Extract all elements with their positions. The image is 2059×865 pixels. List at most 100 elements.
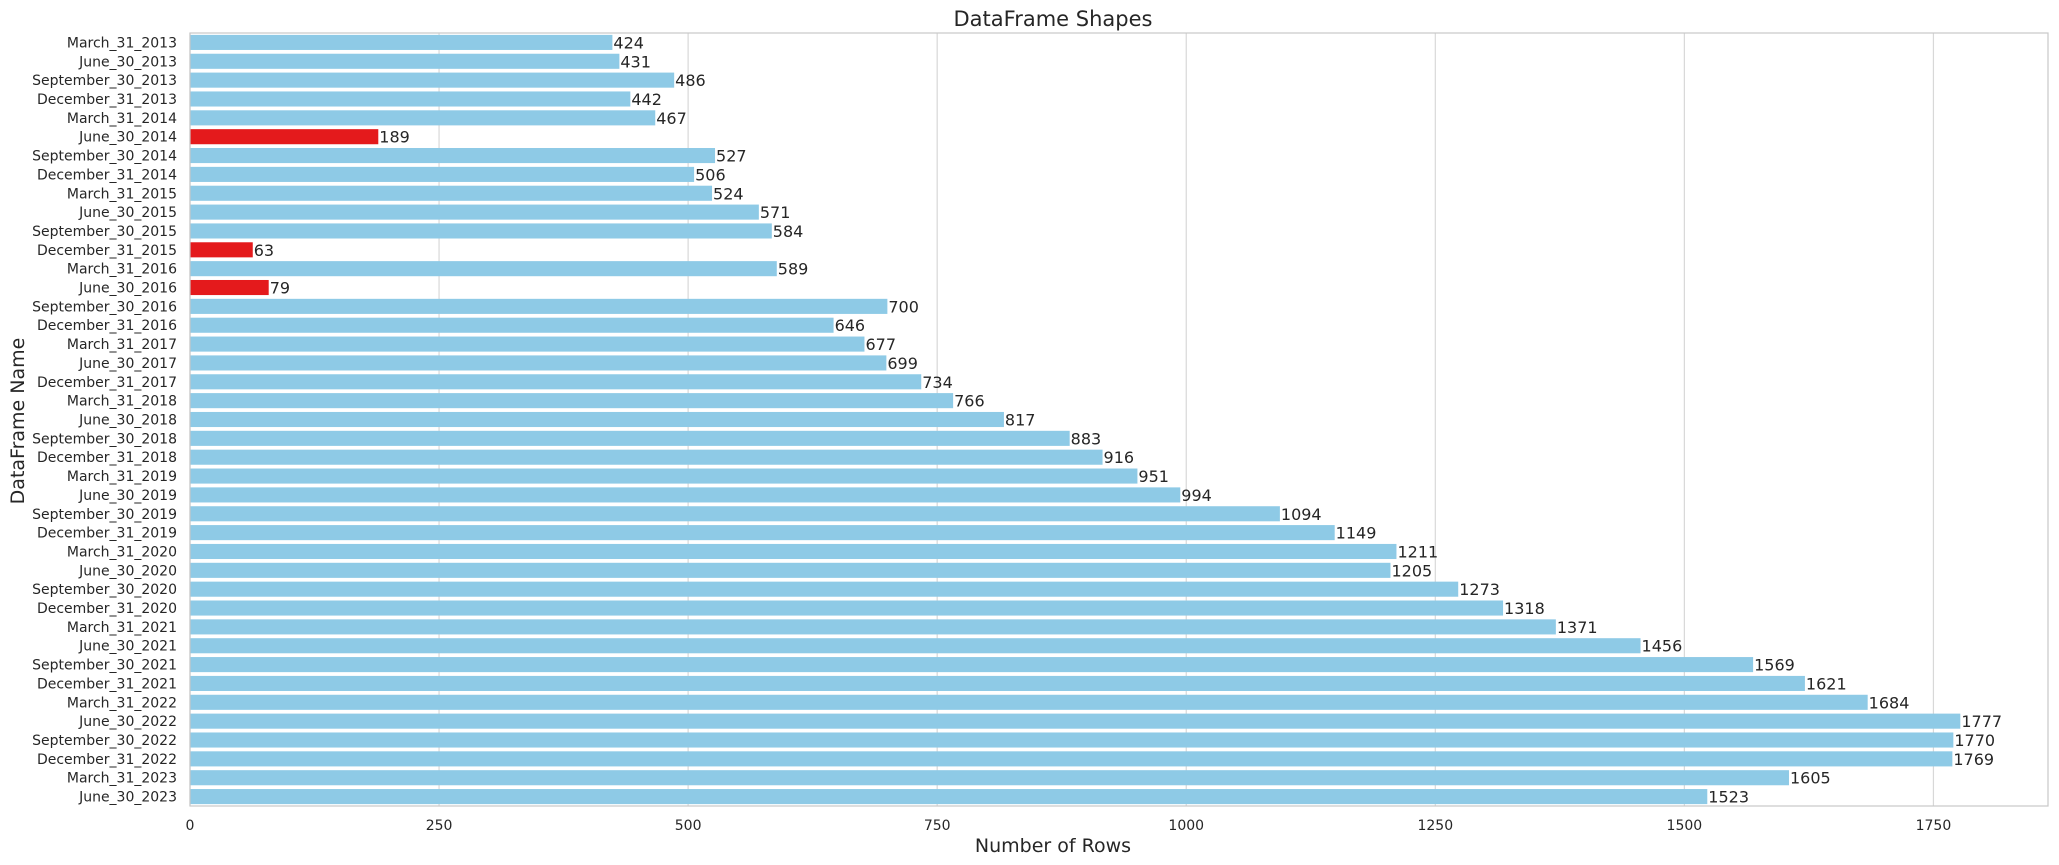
bar <box>190 53 620 69</box>
bar <box>190 411 1004 428</box>
bar <box>190 600 1504 616</box>
bar-value-label: 1569 <box>1754 656 1795 675</box>
y-tick-label: June_30_2017 <box>78 356 177 372</box>
bar <box>190 468 1138 484</box>
y-tick-label: March_31_2018 <box>67 394 177 410</box>
bar <box>190 393 954 409</box>
bar <box>190 789 1708 805</box>
y-tick-label: March_31_2016 <box>67 262 177 278</box>
bar <box>190 204 759 220</box>
plot-frame <box>189 32 2049 807</box>
bar-value-label: 431 <box>620 52 651 71</box>
bar-value-label: 1371 <box>1557 618 1598 637</box>
bar <box>190 581 1459 597</box>
bar <box>190 223 772 239</box>
bar <box>190 34 613 50</box>
y-tick-label: June_30_2020 <box>78 563 177 579</box>
y-tick-label: June_30_2014 <box>78 130 177 146</box>
bar <box>190 770 1789 786</box>
bar <box>190 732 1954 748</box>
bar-value-label: 994 <box>1181 486 1212 505</box>
bar <box>190 374 922 390</box>
y-tick-label: December_31_2019 <box>37 526 177 542</box>
y-tick-label: June_30_2013 <box>78 54 177 70</box>
bar <box>190 562 1391 578</box>
bar <box>190 110 656 126</box>
bar <box>190 317 834 333</box>
y-tick-label: March_31_2013 <box>67 35 177 51</box>
x-tick-labels: 0 250 500 750 1000 1250 1500 1750 <box>186 818 1952 834</box>
bar-value-label: 63 <box>254 241 274 260</box>
bar-value-label: 467 <box>656 109 687 128</box>
x-tick-label: 0 <box>186 818 195 834</box>
bar <box>190 506 1280 522</box>
bar <box>190 355 887 371</box>
bar-value-label: 527 <box>716 147 747 166</box>
y-tick-label: June_30_2023 <box>78 790 177 806</box>
bar-value-label: 1523 <box>1708 788 1749 807</box>
bar <box>190 751 1953 767</box>
bar-value-label: 700 <box>888 297 919 316</box>
bar <box>190 279 269 296</box>
y-tick-label: September_30_2022 <box>32 733 177 749</box>
y-tick-label: September_30_2021 <box>32 658 177 674</box>
bar <box>190 619 1556 635</box>
bar <box>190 148 716 164</box>
bar-value-label: 734 <box>922 373 953 392</box>
y-tick-label: December_31_2022 <box>37 752 177 768</box>
bar-value-label: 584 <box>773 222 804 241</box>
y-tick-label: March_31_2017 <box>67 337 177 353</box>
y-tick-label: September_30_2019 <box>32 507 177 523</box>
bar-value-label: 1684 <box>1869 693 1910 712</box>
bar <box>190 449 1103 465</box>
bar <box>190 72 675 88</box>
y-tick-label: December_31_2017 <box>37 375 177 391</box>
bar-value-label: 189 <box>379 128 410 147</box>
bar <box>190 487 1181 503</box>
x-tick-label: 500 <box>675 818 702 834</box>
x-tick-label: 750 <box>924 818 951 834</box>
bar-value-label: 951 <box>1138 467 1169 486</box>
bar <box>190 261 777 277</box>
bar-value-label: 1605 <box>1790 769 1831 788</box>
y-tick-label: June_30_2015 <box>78 205 177 221</box>
bar <box>190 336 865 352</box>
bar <box>190 242 253 258</box>
y-tick-label: June_30_2021 <box>78 639 177 655</box>
y-tick-label: June_30_2016 <box>78 281 177 297</box>
y-tick-label: December_31_2021 <box>37 676 177 692</box>
y-tick-label: March_31_2015 <box>67 186 177 202</box>
bar <box>190 430 1070 446</box>
bar-value-label: 1769 <box>1953 750 1994 769</box>
y-tick-label: September_30_2013 <box>32 73 177 89</box>
y-tick-label: December_31_2015 <box>37 243 177 259</box>
y-tick-label: March_31_2020 <box>67 544 177 560</box>
bar-value-label: 442 <box>631 90 662 109</box>
y-tick-label: June_30_2022 <box>78 714 177 730</box>
y-tick-label: March_31_2014 <box>67 111 177 127</box>
x-tick-label: 1500 <box>1667 818 1703 834</box>
y-tick-labels: March_31_2013 June_30_2013 September_30_20… <box>32 35 177 805</box>
bar <box>190 298 888 314</box>
bar <box>190 525 1335 541</box>
y-tick-label: December_31_2018 <box>37 450 177 466</box>
y-tick-label: December_31_2016 <box>37 318 177 334</box>
y-axis-title: DataFrame Name <box>7 338 29 505</box>
bar-value-label: 1094 <box>1281 505 1322 524</box>
bar-value-label: 524 <box>713 184 744 203</box>
bar-value-label: 1273 <box>1459 580 1500 599</box>
bar-value-label: 1205 <box>1391 561 1432 580</box>
y-tick-label: September_30_2015 <box>32 224 177 240</box>
y-tick-label: December_31_2013 <box>37 92 177 108</box>
bar-value-label: 506 <box>695 165 726 184</box>
y-tick-label: March_31_2021 <box>67 620 177 636</box>
bar-value-label: 589 <box>778 260 809 279</box>
bar-value-label: 1621 <box>1806 674 1847 693</box>
y-tick-label: December_31_2014 <box>37 167 177 183</box>
chart-title: DataFrame Shapes <box>954 7 1153 31</box>
y-tick-label: September_30_2020 <box>32 582 177 598</box>
y-tick-label: September_30_2014 <box>32 149 177 165</box>
bar-value-label: 1318 <box>1504 599 1545 618</box>
bar-value-label: 1211 <box>1397 542 1438 561</box>
